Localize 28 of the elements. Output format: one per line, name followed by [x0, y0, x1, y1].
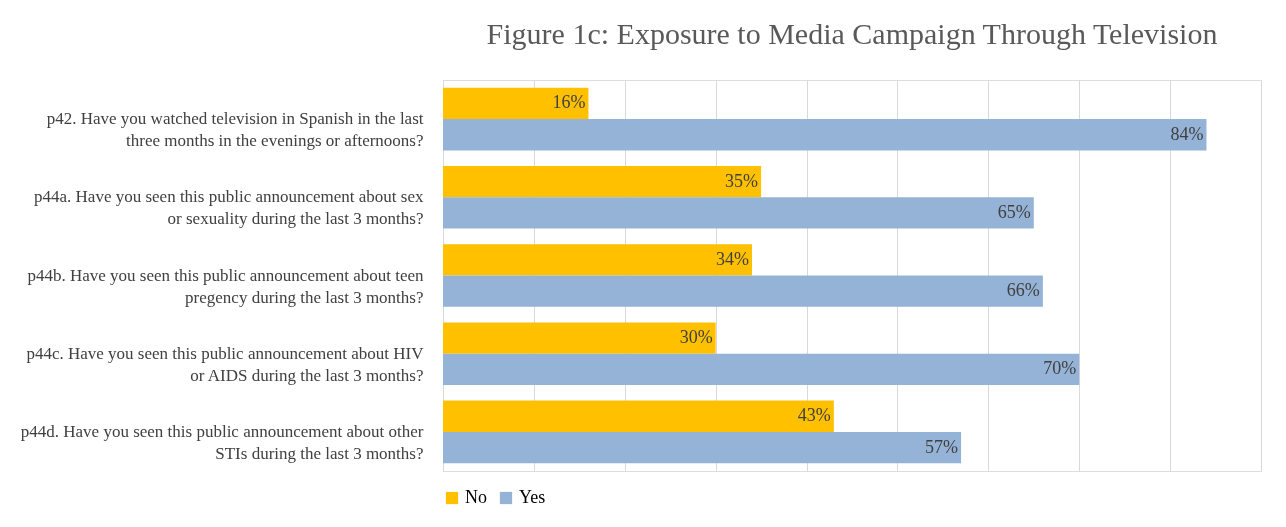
y-tick-label: p44d. Have you seen this public announcement about other STIs during the last 3 months? — [20, 421, 424, 463]
data-label: 16% — [552, 92, 586, 113]
bar — [443, 166, 762, 198]
data-label: 43% — [797, 405, 831, 426]
data-label: 65% — [997, 201, 1031, 222]
bar — [443, 400, 834, 432]
data-label: 34% — [716, 248, 750, 269]
bar — [443, 87, 589, 120]
legend-label: No — [465, 487, 487, 507]
data-label: 66% — [1006, 280, 1040, 301]
data-label: 30% — [679, 327, 713, 348]
y-tick-label: p42. Have you watched television in Spanish in the last three months in the evenings or afternoons? — [46, 109, 424, 151]
data-label: 57% — [925, 436, 959, 457]
bar — [443, 431, 962, 464]
bar — [443, 275, 1043, 307]
y-tick-label: p44c. Have you seen this public announcement about HIV or AIDS during the last 3 months? — [26, 343, 425, 385]
legend-label: Yes — [519, 487, 546, 507]
bar — [443, 197, 1034, 229]
bar — [443, 119, 1207, 151]
bar — [443, 244, 753, 276]
bar — [443, 353, 1080, 385]
data-label: 84% — [1170, 123, 1204, 144]
data-label: 35% — [725, 170, 759, 191]
data-label: 70% — [1043, 358, 1077, 379]
y-tick-label: p44a. Have you seen this public announcement about sex or sexuality during the last 3 months? — [34, 187, 424, 229]
bar — [443, 322, 716, 354]
chart-title: Figure 1c: Exposure to Media Campaign Through Television — [486, 17, 1218, 50]
y-tick-label: p44b. Have you seen this public announcement about teen pregency during the last 3 months? — [27, 265, 424, 307]
